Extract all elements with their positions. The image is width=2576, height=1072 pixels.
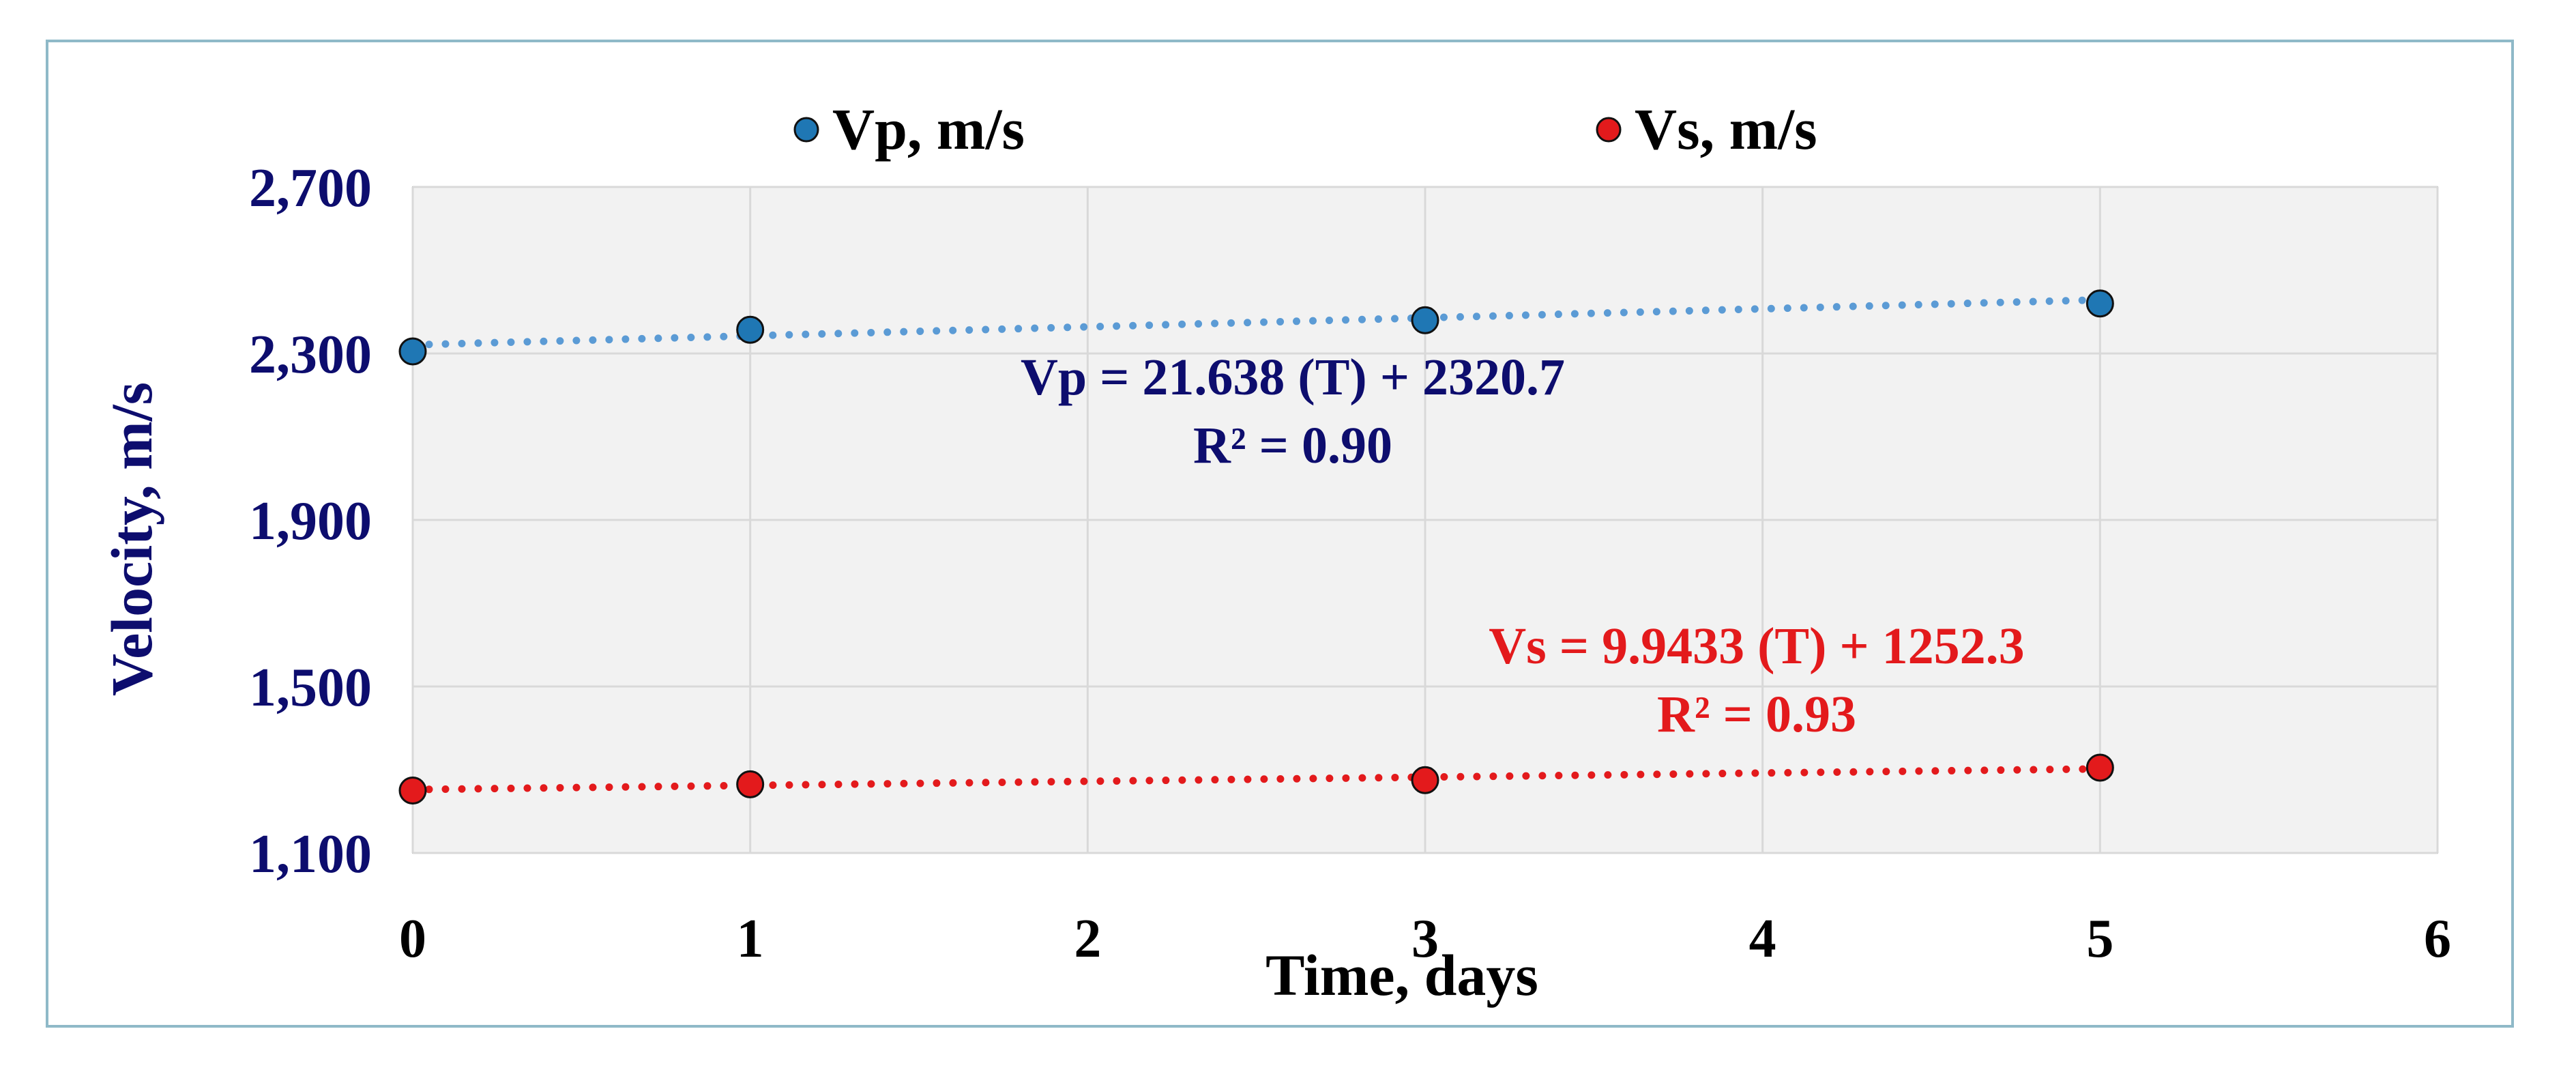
x-axis-title: Time, days: [1265, 942, 1538, 1008]
vs-data-point: [1411, 766, 1439, 794]
vp-equation: Vp = 21.638 (T) + 2320.7: [1021, 349, 1565, 406]
legend-marker-vs: [1596, 117, 1622, 143]
vs-r2: R² = 0.93: [1657, 686, 1856, 743]
x-tick-label: 3: [1411, 909, 1439, 969]
x-tick-label: 6: [2424, 909, 2451, 969]
y-tick-label: 2,300: [249, 325, 372, 385]
x-tick-label: 2: [1074, 909, 1101, 969]
legend-label-vs: Vs, m/s: [1635, 96, 1817, 162]
legend-marker-vp: [793, 117, 819, 143]
y-tick-label: 1,900: [249, 491, 372, 551]
trendlines: [409, 295, 2104, 794]
y-tick-label: 1,500: [249, 658, 372, 718]
y-axis-title: Velocity, m/s: [99, 382, 164, 696]
data-points: [398, 289, 2114, 805]
vs-trendline: [409, 765, 2104, 794]
vs-data-point: [736, 770, 765, 798]
x-tick-label: 1: [737, 909, 764, 969]
vs-data-point: [2085, 753, 2114, 782]
vp-data-point: [1411, 306, 1439, 334]
vp-data-point: [736, 315, 765, 344]
vp-r2: R² = 0.90: [1193, 417, 1392, 474]
vp-data-point: [398, 337, 427, 366]
legend-label-vp: Vp, m/s: [832, 96, 1025, 162]
x-tick-label: 0: [399, 909, 426, 969]
tick-labels: 0 1 2 3 4 5 6 1,100 1,500 1,900 2,300 2,700: [249, 158, 2451, 969]
vs-equation: Vs = 9.9433 (T) + 1252.3: [1489, 618, 2024, 675]
vp-trendline: [409, 295, 2104, 349]
x-tick-label: 5: [2086, 909, 2113, 969]
y-tick-label: 1,100: [249, 824, 372, 884]
vs-data-point: [398, 777, 427, 805]
vp-data-point: [2085, 289, 2114, 318]
x-tick-label: 4: [1749, 909, 1776, 969]
y-tick-label: 2,700: [249, 158, 372, 218]
